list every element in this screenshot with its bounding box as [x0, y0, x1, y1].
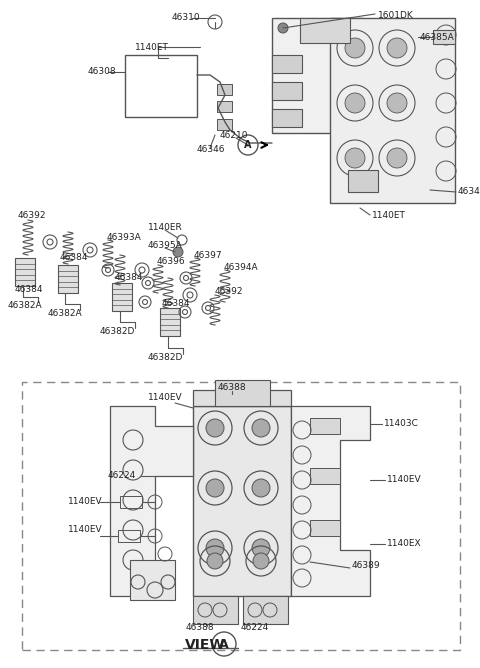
Text: 46382D: 46382D	[148, 353, 183, 363]
Bar	[193, 596, 238, 624]
Text: 46394A: 46394A	[224, 263, 259, 271]
Circle shape	[206, 419, 224, 437]
Text: 46392: 46392	[215, 287, 243, 297]
Bar	[15, 258, 35, 286]
Text: 46388: 46388	[186, 623, 214, 633]
Text: 1140EV: 1140EV	[68, 498, 103, 506]
Circle shape	[345, 148, 365, 168]
Bar	[217, 119, 232, 130]
Text: 46384: 46384	[115, 273, 144, 283]
Polygon shape	[291, 406, 370, 596]
Bar	[243, 596, 288, 624]
Circle shape	[207, 553, 223, 569]
Bar	[217, 101, 232, 112]
Text: 46346: 46346	[197, 146, 226, 154]
Text: 46210: 46210	[220, 130, 249, 140]
Text: 1140ER: 1140ER	[148, 224, 183, 232]
Circle shape	[252, 479, 270, 497]
Text: 46397: 46397	[194, 250, 223, 259]
Bar	[125, 55, 197, 117]
Text: 46385A: 46385A	[420, 33, 455, 41]
Bar	[120, 496, 142, 508]
Text: 1601DK: 1601DK	[378, 11, 414, 21]
Text: 46347A: 46347A	[458, 188, 480, 196]
Bar	[193, 390, 291, 406]
Bar	[348, 170, 378, 192]
Bar	[272, 109, 302, 127]
Text: 46389: 46389	[352, 562, 381, 570]
Text: A: A	[219, 637, 229, 651]
Text: VIEW: VIEW	[185, 638, 226, 652]
Circle shape	[253, 553, 269, 569]
Text: 46382A: 46382A	[48, 309, 83, 319]
Text: 46395A: 46395A	[148, 240, 183, 250]
Text: 11403C: 11403C	[384, 420, 419, 428]
Text: A: A	[244, 140, 252, 150]
Bar	[22, 382, 460, 650]
Text: 46396: 46396	[157, 257, 186, 267]
Bar	[160, 308, 180, 336]
Circle shape	[173, 247, 183, 257]
Bar	[300, 18, 350, 43]
Bar	[58, 265, 78, 293]
Circle shape	[252, 419, 270, 437]
Bar	[272, 55, 302, 73]
Text: 46388: 46388	[218, 383, 246, 393]
Bar	[272, 82, 302, 100]
Text: 46384: 46384	[162, 299, 191, 307]
Bar	[130, 560, 175, 600]
Circle shape	[278, 23, 288, 33]
Circle shape	[387, 93, 407, 113]
Bar	[217, 84, 232, 95]
Bar	[215, 380, 270, 406]
Circle shape	[387, 148, 407, 168]
Bar	[330, 18, 455, 203]
Text: 1140ET: 1140ET	[135, 43, 169, 51]
Text: 46308: 46308	[88, 67, 117, 77]
Text: 1140ET: 1140ET	[372, 210, 406, 220]
Text: 46224: 46224	[241, 623, 269, 633]
Bar	[118, 530, 140, 542]
Circle shape	[252, 539, 270, 557]
Text: 1140EX: 1140EX	[387, 540, 421, 548]
Text: 46382D: 46382D	[100, 327, 135, 337]
Bar	[310, 418, 340, 434]
Bar	[193, 406, 291, 596]
Text: 1140EV: 1140EV	[387, 476, 421, 484]
Circle shape	[206, 479, 224, 497]
Circle shape	[387, 38, 407, 58]
Polygon shape	[110, 406, 193, 596]
Text: 46224: 46224	[108, 472, 136, 480]
Text: 1140EV: 1140EV	[148, 393, 182, 403]
Text: 46310: 46310	[172, 13, 201, 23]
Bar	[310, 520, 340, 536]
Bar	[433, 30, 455, 44]
Text: 46384: 46384	[15, 285, 44, 295]
Bar	[310, 468, 340, 484]
Text: 1140EV: 1140EV	[68, 526, 103, 534]
Circle shape	[206, 539, 224, 557]
Text: 46393A: 46393A	[107, 232, 142, 242]
Text: 46392: 46392	[18, 210, 47, 220]
Bar	[272, 18, 362, 133]
Circle shape	[345, 93, 365, 113]
Text: 46384: 46384	[60, 253, 88, 263]
Text: 46382A: 46382A	[8, 301, 43, 311]
Circle shape	[345, 38, 365, 58]
Bar	[112, 283, 132, 311]
